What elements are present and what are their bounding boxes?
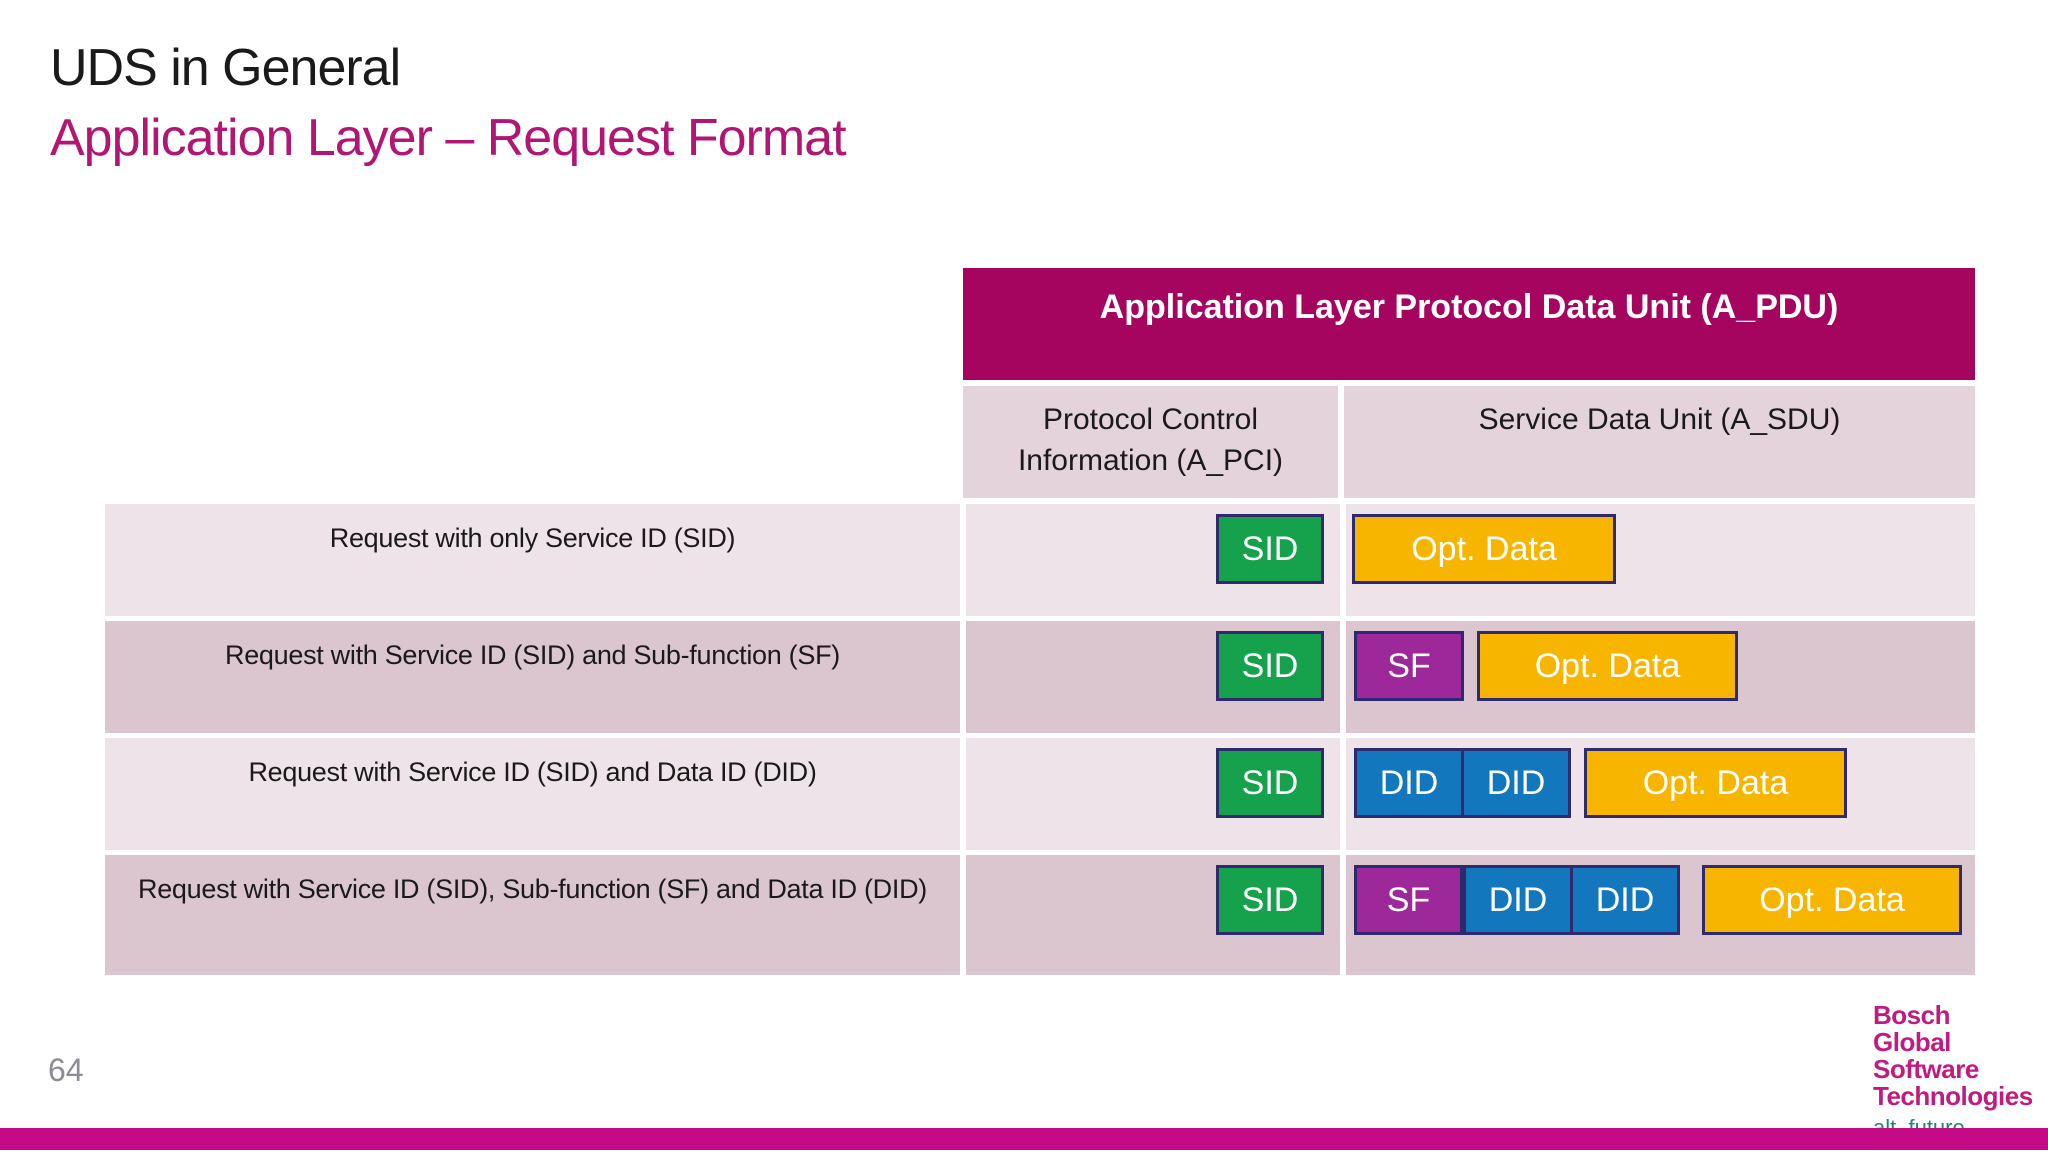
column-header-asdu: Service Data Unit (A_SDU)	[1344, 386, 1975, 498]
logo-line: Global	[1873, 1027, 1951, 1057]
footer-bar	[0, 1128, 2048, 1150]
did-box: DID	[1461, 748, 1571, 818]
row-label: Request with Service ID (SID), Sub-funct…	[138, 874, 927, 904]
table-row: Request with Service ID (SID) and Sub-fu…	[105, 621, 1975, 733]
did-box: DID	[1570, 865, 1680, 935]
bosch-logo: Bosch Global Software Technologies alt_f…	[1873, 1002, 2043, 1141]
opt-data-box: Opt. Data	[1477, 631, 1738, 701]
row-label: Request with Service ID (SID) and Data I…	[248, 757, 817, 787]
sf-box: SF	[1354, 631, 1464, 701]
sf-box: SF	[1354, 865, 1463, 935]
did-box: DID	[1354, 748, 1464, 818]
table-row: Request with only Service ID (SID) SID O…	[105, 504, 1975, 616]
sid-box: SID	[1216, 865, 1324, 935]
sid-box: SID	[1216, 514, 1324, 584]
slide-subtitle: Application Layer – Request Format	[50, 109, 847, 167]
table-row: Request with Service ID (SID), Sub-funct…	[105, 855, 1975, 975]
row-label: Request with only Service ID (SID)	[329, 523, 736, 553]
logo-line: Technologies	[1873, 1081, 2033, 1111]
sid-box: SID	[1216, 748, 1324, 818]
table-header-apdu: Application Layer Protocol Data Unit (A_…	[963, 268, 1975, 380]
opt-data-box: Opt. Data	[1352, 514, 1616, 584]
row-label: Request with Service ID (SID) and Sub-fu…	[225, 640, 840, 670]
page-number: 64	[48, 1052, 84, 1088]
sid-box: SID	[1216, 631, 1324, 701]
row-label-cell-bg	[105, 621, 960, 733]
slide-title: UDS in General	[50, 39, 401, 97]
opt-data-box: Opt. Data	[1584, 748, 1847, 818]
row-label-cell-bg	[105, 855, 960, 975]
logo-line: Software	[1873, 1054, 1979, 1084]
logo-line: Bosch	[1873, 1000, 1950, 1030]
opt-data-box: Opt. Data	[1702, 865, 1962, 935]
row-label-cell-bg	[105, 738, 960, 850]
did-box: DID	[1463, 865, 1573, 935]
table-row: Request with Service ID (SID) and Data I…	[105, 738, 1975, 850]
row-label-cell-bg	[105, 504, 960, 616]
column-header-apci: Protocol Control Information (A_PCI)	[963, 386, 1338, 498]
